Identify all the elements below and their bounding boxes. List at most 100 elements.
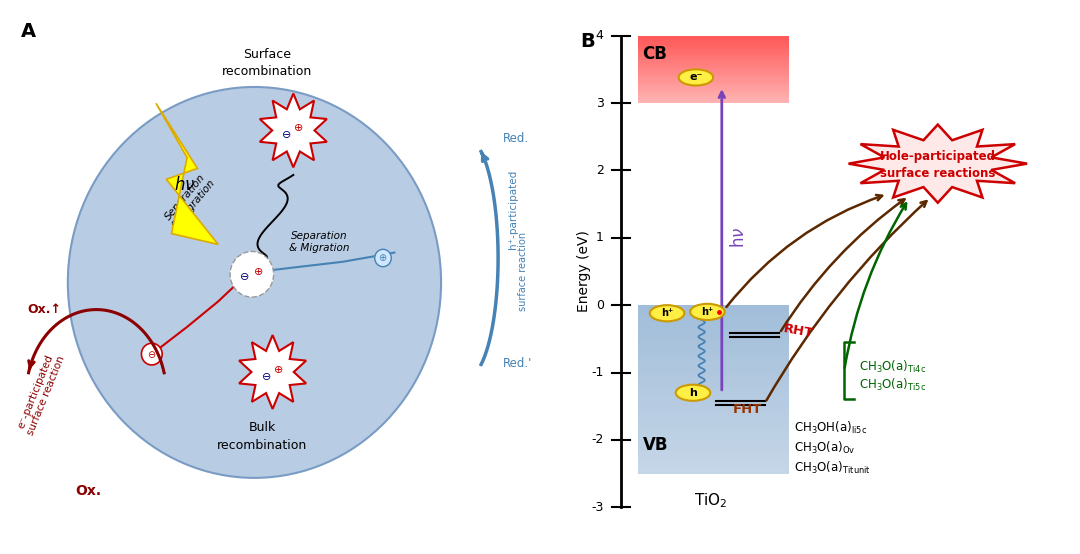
Bar: [638, 60, 789, 63]
Text: Separation
& Migration: Separation & Migration: [289, 231, 350, 253]
Bar: [638, 468, 789, 474]
Bar: [638, 322, 789, 327]
Bar: [638, 361, 789, 367]
Text: CH$_3$O(a)$_{\mathrm{Ti5c}}$: CH$_3$O(a)$_{\mathrm{Ti5c}}$: [859, 377, 926, 393]
Bar: [638, 429, 789, 434]
Text: $h\nu$: $h\nu$: [174, 176, 195, 194]
Bar: [638, 65, 789, 67]
Text: $\oplus$: $\oplus$: [294, 122, 303, 132]
Text: $\oplus$: $\oplus$: [254, 266, 264, 277]
Bar: [638, 80, 789, 83]
Text: Ox.: Ox.: [76, 484, 102, 499]
Text: 2: 2: [596, 164, 604, 177]
Text: $\ominus$: $\ominus$: [282, 129, 292, 140]
Text: 4: 4: [596, 29, 604, 42]
Bar: [638, 90, 789, 92]
Bar: [638, 49, 789, 52]
Text: B: B: [581, 32, 595, 52]
Bar: [638, 74, 789, 76]
Bar: [638, 99, 789, 101]
Bar: [638, 76, 789, 78]
Bar: [638, 45, 789, 47]
Bar: [638, 96, 789, 99]
Text: $\oplus$: $\oplus$: [378, 253, 388, 264]
Text: surface reactions: surface reactions: [880, 167, 996, 180]
Text: VB: VB: [643, 436, 669, 454]
Bar: [638, 316, 789, 322]
Bar: [638, 52, 789, 54]
Circle shape: [650, 305, 685, 321]
Text: recombination: recombination: [222, 65, 312, 78]
Text: h$\nu$: h$\nu$: [730, 227, 748, 249]
Bar: [638, 311, 789, 316]
Bar: [638, 305, 789, 474]
Polygon shape: [849, 125, 1027, 203]
Text: h⁺: h⁺: [701, 307, 714, 317]
Bar: [638, 56, 789, 58]
Bar: [638, 47, 789, 49]
Text: Ox.↑: Ox.↑: [27, 303, 62, 316]
Bar: [638, 78, 789, 80]
Bar: [638, 63, 789, 65]
Bar: [638, 40, 789, 42]
Text: surface reaction: surface reaction: [517, 232, 528, 311]
Text: FHT: FHT: [733, 403, 762, 416]
Text: Red.': Red.': [503, 357, 532, 371]
Text: $\ominus$: $\ominus$: [147, 348, 157, 360]
Bar: [638, 456, 789, 463]
Bar: [638, 339, 789, 345]
Text: 3: 3: [596, 96, 604, 110]
Bar: [638, 327, 789, 333]
Text: TiO$_2$: TiO$_2$: [693, 491, 727, 510]
Text: -1: -1: [592, 366, 604, 379]
Bar: [638, 69, 789, 71]
Text: h: h: [689, 388, 697, 398]
Text: e⁻-participated
surface reaction: e⁻-participated surface reaction: [15, 350, 67, 437]
Bar: [638, 92, 789, 94]
Bar: [638, 445, 789, 451]
Polygon shape: [260, 94, 327, 167]
Polygon shape: [239, 335, 306, 409]
Circle shape: [676, 384, 711, 401]
Text: RHT: RHT: [782, 322, 814, 340]
Bar: [638, 54, 789, 56]
Bar: [638, 423, 789, 429]
Circle shape: [141, 343, 162, 365]
Text: CH$_3$O(a)$_{\mathrm{Ti4c}}$: CH$_3$O(a)$_{\mathrm{Ti4c}}$: [859, 359, 926, 375]
Text: CH$_3$O(a)$_{\mathrm{Ov}}$: CH$_3$O(a)$_{\mathrm{Ov}}$: [794, 440, 855, 456]
Bar: [638, 58, 789, 60]
Text: A: A: [22, 22, 37, 41]
Text: e⁻: e⁻: [689, 73, 703, 83]
Text: recombination: recombination: [217, 439, 308, 452]
Bar: [638, 389, 789, 395]
Bar: [638, 345, 789, 350]
Bar: [638, 372, 789, 378]
Bar: [638, 384, 789, 389]
Bar: [638, 451, 789, 456]
Text: Red.: Red.: [503, 132, 529, 145]
Text: -2: -2: [592, 433, 604, 447]
Bar: [638, 440, 789, 445]
Bar: [638, 35, 789, 38]
Bar: [638, 38, 789, 40]
Bar: [638, 85, 789, 88]
Text: $\oplus$: $\oplus$: [273, 364, 283, 375]
Bar: [638, 101, 789, 103]
Text: 1: 1: [596, 231, 604, 244]
Bar: [638, 378, 789, 384]
Bar: [638, 35, 789, 103]
Text: -3: -3: [592, 501, 604, 514]
Bar: [638, 356, 789, 361]
Bar: [638, 88, 789, 90]
Text: CH$_3$O(a)$_{\mathrm{Titunit}}$: CH$_3$O(a)$_{\mathrm{Titunit}}$: [794, 460, 870, 476]
Text: Hole-participated: Hole-participated: [880, 151, 996, 163]
Text: h⁺-participated: h⁺-participated: [509, 170, 518, 249]
Circle shape: [375, 249, 391, 266]
Bar: [638, 71, 789, 74]
Bar: [638, 434, 789, 440]
Circle shape: [678, 69, 713, 85]
Text: $\ominus$: $\ominus$: [261, 371, 271, 382]
Bar: [638, 333, 789, 339]
Bar: [638, 305, 789, 311]
Bar: [638, 94, 789, 96]
